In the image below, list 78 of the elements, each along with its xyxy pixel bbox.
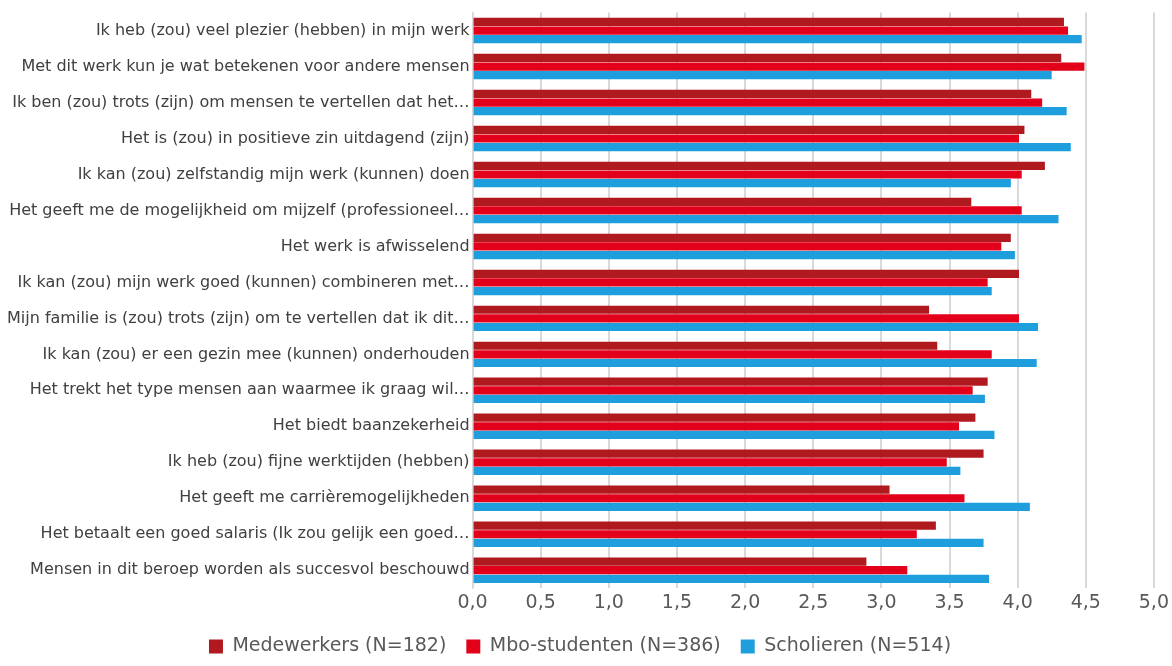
- bar: [473, 449, 984, 458]
- bar: [473, 26, 1069, 35]
- bar: [473, 107, 1067, 116]
- x-tick-label: 0,5: [525, 589, 556, 612]
- x-tick-label: 2,0: [730, 589, 761, 612]
- bar: [473, 521, 936, 530]
- y-tick-label: Het is (zou) in positieve zin uitdagend (zijn): [121, 127, 470, 147]
- bar: [473, 269, 1019, 278]
- bar: [473, 89, 1032, 99]
- bar: [473, 242, 1002, 251]
- bar: [473, 394, 985, 404]
- bar: [473, 286, 992, 296]
- bar: [473, 566, 908, 575]
- bar: [473, 206, 1022, 215]
- x-tick-label: 2,5: [798, 589, 829, 612]
- x-tick-label: 0,0: [457, 589, 488, 612]
- bar: [473, 341, 938, 350]
- x-tick-label: 3,0: [866, 589, 897, 612]
- y-tick-label: Mensen in dit beroep worden als succesvol beschouwd: [30, 559, 470, 579]
- bar: [473, 98, 1043, 107]
- y-tick-label: Mijn familie is (zou) trots (zijn) om te vertellen dat ik dit…: [6, 307, 470, 327]
- y-tick-label: Ik kan (zou) er een gezin mee (kunnen) onderhouden: [42, 343, 470, 363]
- y-tick-label: Het betaalt een goed salaris (Ik zou gelijk een goed…: [40, 523, 470, 543]
- bar: [473, 170, 1022, 179]
- bar: [473, 314, 1019, 323]
- bar: [473, 134, 1019, 143]
- bar: [473, 502, 1030, 511]
- bar: [473, 494, 965, 503]
- legend-label: Mbo-studenten (N=386): [489, 633, 721, 656]
- bar: [473, 322, 1039, 332]
- y-tick-label: Het geeft me carrièremogelijkheden: [179, 487, 470, 507]
- bar: [473, 574, 990, 583]
- x-tick-label: 4,0: [1002, 589, 1033, 612]
- y-tick-label: Ik kan (zou) zelfstandig mijn werk (kunnen) doen: [77, 163, 470, 183]
- bar: [473, 458, 947, 467]
- y-tick-label: Het trekt het type mensen aan waarmee ik graag wil…: [29, 379, 470, 399]
- y-tick-label: Ik ben (zou) trots (zijn) om mensen te vertellen dat het…: [12, 91, 470, 111]
- bar: [473, 430, 995, 440]
- bar: [473, 485, 890, 494]
- bar: [473, 71, 1052, 80]
- bar: [473, 413, 976, 422]
- y-tick-label: Ik kan (zou) mijn werk goed (kunnen) combineren met…: [17, 271, 470, 291]
- y-tick-label: Met dit werk kun je wat betekenen voor andere mensen: [21, 55, 470, 75]
- legend-label: Scholieren (N=514): [764, 633, 952, 656]
- bar: [473, 161, 1045, 170]
- bar: [473, 278, 988, 287]
- bar: [473, 305, 930, 314]
- bar: [473, 215, 1059, 224]
- bar: [473, 358, 1037, 368]
- bar: [473, 250, 1015, 260]
- bar: [473, 53, 1062, 63]
- bar: [473, 233, 1011, 242]
- y-tick-label: Ik heb (zou) veel plezier (hebben) in mijn werk: [95, 19, 471, 39]
- bar: [473, 557, 867, 566]
- x-tick-label: 3,5: [934, 589, 965, 612]
- bar: [473, 422, 960, 431]
- bar: [473, 197, 972, 206]
- bar: [473, 350, 992, 359]
- bar: [473, 386, 973, 395]
- bar: [473, 466, 961, 476]
- y-tick-label: Het werk is afwisselend: [280, 235, 470, 255]
- legend-label: Medewerkers (N=182): [232, 633, 447, 656]
- y-tick-label: Het geeft me de mogelijkheid om mijzelf (professioneel…: [9, 199, 470, 219]
- bar: [473, 17, 1064, 27]
- bar: [473, 125, 1025, 134]
- bar: [473, 538, 984, 547]
- bar: [473, 530, 917, 539]
- x-tick-label: 4,5: [1070, 589, 1101, 612]
- y-tick-label: Ik heb (zou) fijne werktijden (hebben): [167, 451, 470, 471]
- bar: [473, 377, 988, 386]
- bar: [473, 143, 1071, 152]
- bar: [473, 62, 1085, 71]
- bar: [473, 35, 1082, 44]
- y-tick-label: Het biedt baanzekerheid: [272, 415, 470, 435]
- x-tick-label: 5,0: [1138, 589, 1169, 612]
- x-tick-label: 1,5: [661, 589, 693, 612]
- x-tick-label: 1,0: [593, 589, 624, 612]
- bar: [473, 179, 1011, 188]
